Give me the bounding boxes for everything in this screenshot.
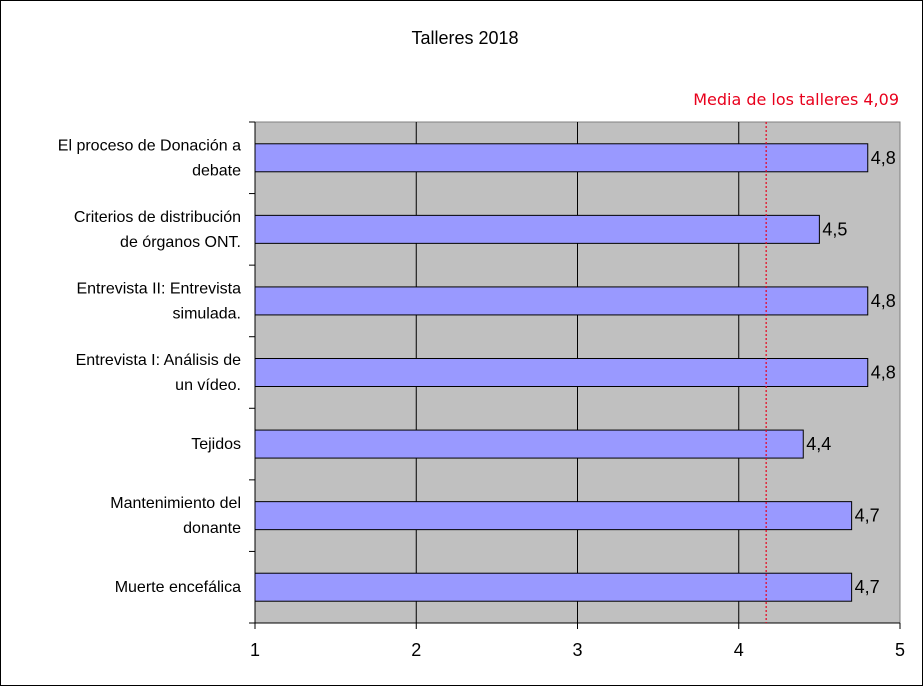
category-labels: El proceso de Donación a debate Criterios …: [58, 137, 241, 596]
x-axis: [254, 622, 901, 629]
data-label: 4,4: [806, 434, 831, 454]
x-tick-label: 3: [572, 640, 582, 660]
category-label: un vídeo.: [175, 377, 241, 394]
category-label: debate: [192, 162, 241, 179]
x-tick-labels: 1 2 3 4 5: [250, 640, 905, 660]
y-axis-ticks: [249, 121, 256, 624]
data-label: 4,8: [871, 148, 896, 168]
data-label: 4,5: [822, 219, 847, 239]
chart-title: Talleres 2018: [411, 28, 518, 48]
x-tick-label: 4: [734, 640, 744, 660]
category-label: Entrevista I: Análisis de: [76, 352, 242, 369]
x-tick-label: 2: [411, 640, 421, 660]
bar: [254, 358, 869, 387]
data-label: 4,7: [855, 577, 880, 597]
data-label: 4,8: [871, 291, 896, 311]
category-label: Tejidos: [191, 436, 241, 453]
bar: [254, 286, 869, 316]
mean-reference-label: Media de los talleres 4,09: [693, 90, 899, 109]
data-label: 4,8: [871, 363, 896, 383]
value-labels: 4,8 4,5 4,8 4,8 4,4 4,7 4,7: [806, 148, 896, 597]
bar: [254, 572, 853, 602]
category-label: Muerte encefálica: [115, 579, 241, 596]
category-label: El proceso de Donación a: [58, 137, 241, 154]
category-label: donante: [183, 520, 241, 537]
bar: [254, 429, 804, 459]
category-label: Mantenimiento del: [110, 495, 241, 512]
category-label: Criterios de distribución: [74, 209, 241, 226]
bar: [254, 501, 853, 531]
bar: [254, 143, 869, 173]
category-label: de órganos ONT.: [120, 234, 241, 251]
data-label: 4,7: [855, 506, 880, 526]
x-tick-label: 1: [250, 640, 260, 660]
bar: [254, 214, 820, 244]
x-tick-label: 5: [895, 640, 905, 660]
category-label: simulada.: [173, 305, 241, 322]
category-label: Entrevista II: Entrevista: [76, 280, 241, 297]
